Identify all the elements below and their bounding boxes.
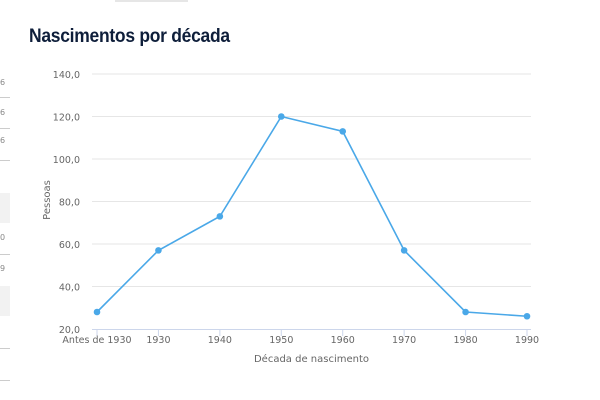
y-tick-label: 100,0 — [53, 155, 80, 166]
y-tick-label: 20,0 — [59, 325, 80, 336]
x-tick-label: 1960 — [331, 335, 355, 346]
x-tick-label: Antes de 1930 — [62, 335, 131, 346]
data-point[interactable] — [155, 247, 162, 254]
x-tick-label: 1930 — [146, 335, 170, 346]
data-point[interactable] — [277, 113, 285, 120]
x-tick-label: 1970 — [392, 335, 416, 346]
x-tick-label: 1990 — [515, 335, 539, 346]
data-point[interactable] — [93, 308, 101, 316]
top-tab-indicator — [115, 0, 188, 2]
data-point[interactable] — [339, 128, 347, 135]
data-point[interactable] — [400, 247, 408, 254]
x-tick-label: 1940 — [208, 335, 232, 346]
x-axis-title: Década de nascimento — [254, 353, 369, 365]
x-tick-label: 1980 — [453, 335, 477, 346]
y-axis-title: Pessoas — [42, 180, 53, 220]
x-tick-label: 1950 — [269, 335, 293, 346]
y-tick-label: 120,0 — [53, 113, 80, 124]
y-tick-label: 40,0 — [59, 283, 80, 294]
y-tick-label: 140,0 — [53, 70, 80, 81]
left-panel-edge: 6 6 6 0 9 — [0, 0, 12, 400]
data-point[interactable] — [523, 312, 531, 320]
y-tick-label: 60,0 — [59, 240, 80, 251]
chart-title: Nascimentos por década — [29, 26, 230, 47]
y-tick-label: 80,0 — [59, 198, 80, 209]
series-line — [96, 115, 528, 318]
data-point[interactable] — [462, 308, 469, 316]
data-point[interactable] — [216, 213, 224, 220]
